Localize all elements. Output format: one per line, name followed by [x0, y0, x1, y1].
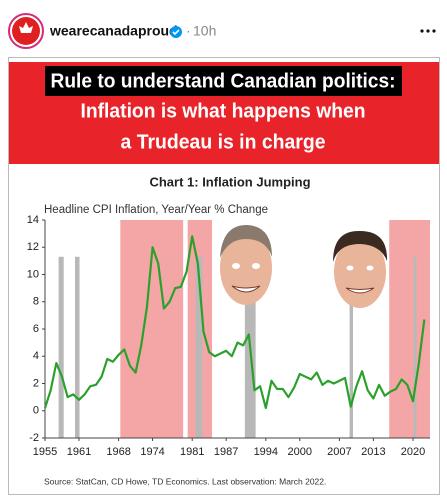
y-tick-label: 8	[33, 296, 39, 308]
separator: ·	[186, 23, 191, 39]
x-tick-label: 2013	[361, 446, 385, 458]
x-tick-label: 1955	[33, 446, 57, 458]
y-tick-label: 12	[27, 241, 39, 253]
x-tick-label: 2000	[288, 446, 312, 458]
recession-bar	[58, 256, 64, 438]
recession-bar	[195, 256, 203, 438]
x-tick-label: 1981	[180, 446, 204, 458]
x-tick-label: 1974	[140, 446, 164, 458]
banner-highlight	[45, 66, 402, 96]
more-button[interactable]	[420, 29, 436, 33]
x-tick-label: 1987	[214, 446, 238, 458]
y-tick-label: 0	[33, 405, 39, 417]
inflation-line	[43, 235, 426, 410]
y-tick-label: -2	[29, 432, 39, 444]
avatar-ring[interactable]	[8, 13, 44, 49]
y-tick-label: 6	[33, 323, 39, 335]
x-tick-label: 1968	[106, 446, 130, 458]
y-tick-label: 4	[33, 350, 39, 362]
y-tick-label: 2	[33, 377, 39, 389]
username[interactable]: wearecanadaproud	[49, 23, 178, 39]
x-tick-label: 1961	[67, 446, 91, 458]
recession-bar	[349, 256, 353, 438]
face-2	[333, 230, 388, 308]
source-note: Source: StatCan, CD Howe, TD Economics. …	[44, 476, 326, 486]
post-time: 10h	[193, 23, 216, 39]
y-axis-label: Headline CPI Inflation, Year/Year % Chan…	[44, 204, 268, 216]
recession-bar	[75, 256, 80, 438]
x-tick-label: 1994	[254, 446, 278, 458]
banner-line: Rule to understand Canadian politics:	[51, 70, 396, 92]
verified-check	[172, 29, 180, 36]
plot: -2 0 2 4 6 8 10 12 14 1955 1961 1968 1974 1981 1987 199…	[27, 214, 430, 458]
y-tick-label: 10	[27, 268, 39, 280]
recession-bar	[413, 256, 417, 438]
y-tick-label: 14	[27, 214, 39, 226]
banner-line: Inflation is what happens when	[81, 100, 366, 122]
x-tick-label: 2020	[401, 446, 425, 458]
banner-line: a Trudeau is in charge	[121, 131, 326, 153]
avatar-leaf	[19, 22, 33, 33]
x-tick-label: 2007	[327, 446, 351, 458]
face-1	[220, 224, 272, 305]
chart-title: Chart 1: Inflation Jumping	[149, 174, 310, 189]
